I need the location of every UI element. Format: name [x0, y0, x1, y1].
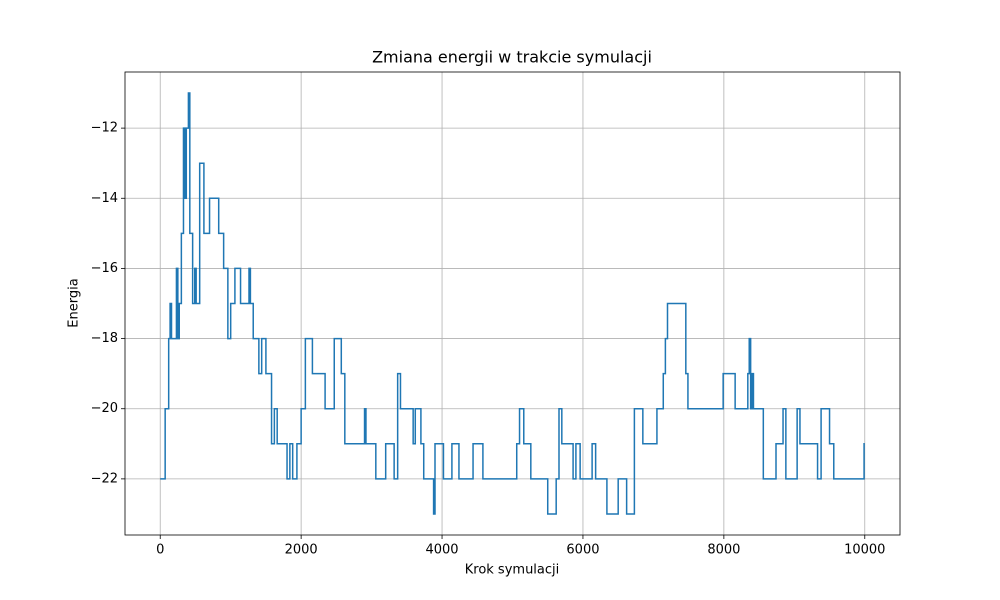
x-tick-label: 0	[156, 543, 164, 558]
y-tick-label: −22	[91, 471, 118, 486]
x-tick-label: 2000	[285, 543, 318, 558]
plot-frame	[124, 71, 901, 536]
x-axis-label: Krok symulacji	[465, 563, 560, 578]
y-axis-label: Energia	[67, 278, 82, 327]
y-tick-label: −18	[91, 331, 118, 346]
energy-line	[160, 92, 865, 515]
x-tick-label: 4000	[425, 543, 458, 558]
y-tick-label: −16	[91, 261, 118, 276]
y-tick-label: −20	[91, 401, 118, 416]
plot-area: 0 2000 4000 6000 8000 10000 −22 −20 −18 −16 −14 −12	[91, 71, 901, 558]
y-tick-label: −12	[91, 121, 118, 136]
x-tick-label: 10000	[844, 543, 885, 558]
x-tick-label: 6000	[566, 543, 599, 558]
x-tick-label: 8000	[707, 543, 740, 558]
chart-title: Zmiana energii w trakcie symulacji	[372, 48, 652, 67]
y-tick-label: −14	[91, 191, 118, 206]
